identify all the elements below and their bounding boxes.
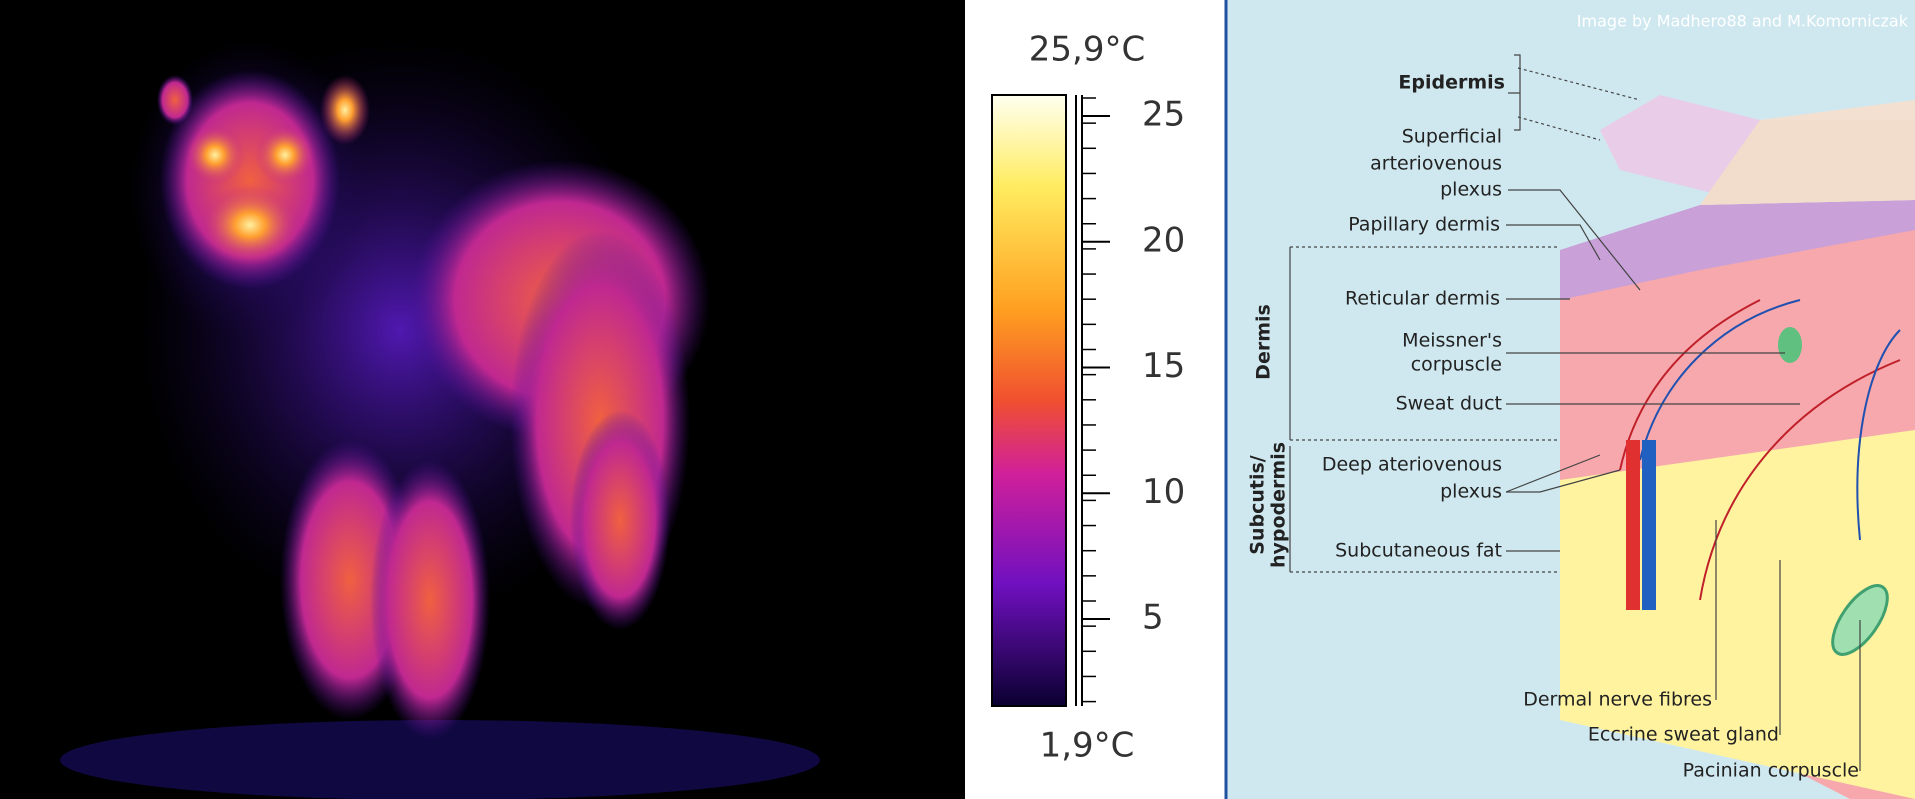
layer-label: Subcutis/ (1247, 455, 1269, 555)
scale-max: 25,9°C (1029, 30, 1145, 70)
diagram-label: Sweat duct (1396, 393, 1502, 415)
diagram-label: Papillary dermis (1348, 214, 1500, 236)
diagram-label: Subcutaneous fat (1335, 540, 1502, 562)
tick-label: 25 (1142, 95, 1185, 135)
skin-diagram (1225, 0, 1915, 799)
color-scale: 25,9°C 1,9°C 25 20 15 10 5 (965, 0, 1225, 799)
tick-label: 15 (1142, 346, 1185, 386)
diagram-label: Meissner's (1402, 330, 1502, 352)
tick-label: 5 (1142, 598, 1164, 638)
tick-label: 20 (1142, 220, 1185, 260)
screen: 25,9°C 1,9°C 25 20 15 10 5 Image by Madhero8… (0, 0, 1915, 799)
thermal-photo (0, 0, 965, 799)
diagram-label: Eccrine sweat gland (1588, 724, 1779, 746)
layer-label: hypodermis (1268, 442, 1290, 568)
image-credit: Image by Madhero88 and M.Komorniczak (1577, 12, 1909, 31)
diagram-label: plexus (1440, 481, 1502, 503)
scale-min: 1,9°C (1040, 726, 1135, 766)
page: {"thermal_image":{"scale":{"max_label":"… (0, 0, 1915, 799)
diagram-label: Deep ateriovenous (1322, 454, 1502, 476)
tick-label: 10 (1142, 472, 1185, 512)
diagram-label: Superficial (1402, 126, 1502, 148)
diagram-label: arteriovenous (1370, 153, 1502, 175)
layer-label: Dermis (1253, 304, 1275, 380)
diagram-label: plexus (1440, 179, 1502, 201)
diagram-label: Dermal nerve fibres (1523, 689, 1712, 711)
diagram-label: corpuscle (1411, 354, 1502, 376)
diagram-label: Reticular dermis (1345, 288, 1500, 310)
diagram-label: Epidermis (1398, 72, 1505, 94)
diagram-label: Pacinian corpuscle (1683, 760, 1859, 782)
